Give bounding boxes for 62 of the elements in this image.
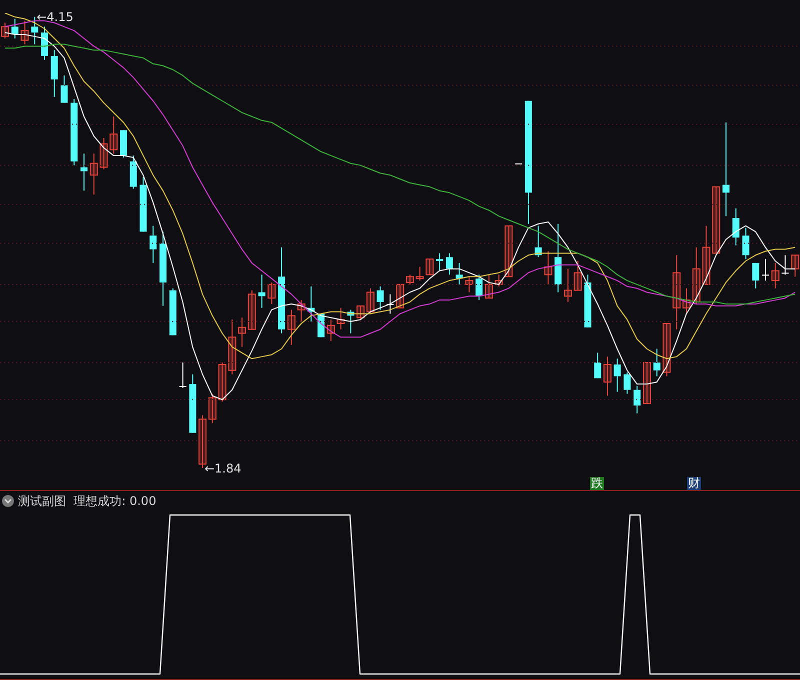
- candlestick: [722, 122, 730, 217]
- candlestick: [60, 74, 68, 104]
- candlestick: [594, 352, 602, 379]
- candlestick: [752, 262, 760, 289]
- candlestick: [446, 252, 453, 276]
- candlestick: [366, 288, 374, 314]
- candlestick: [712, 186, 720, 254]
- candlestick: [564, 268, 572, 303]
- candlestick: [732, 208, 740, 246]
- candlestick: [50, 50, 58, 98]
- candlestick: [218, 362, 226, 402]
- text: 财: [687, 476, 701, 490]
- candlestick: [465, 276, 474, 293]
- candlestick: [672, 254, 681, 330]
- chart-title: 测试副图 理想成功: 0.00: [18, 492, 156, 510]
- candlestick: [436, 252, 444, 272]
- candlestick: [268, 282, 276, 304]
- candlestick: [287, 309, 296, 346]
- candlestick: [791, 254, 800, 278]
- candlestick: [574, 260, 582, 291]
- candlestick: [228, 319, 236, 375]
- candlestick: [771, 262, 780, 289]
- candlestick: [258, 274, 266, 308]
- candlestick: [426, 258, 434, 276]
- candlestick: [476, 274, 483, 301]
- candlestick: [90, 153, 98, 196]
- candlestick: [614, 358, 621, 392]
- candlestick: [456, 262, 463, 285]
- candlestick: [624, 372, 631, 394]
- candlestick: [1, 22, 9, 39]
- candlestick: [406, 274, 414, 285]
- text: 跌: [590, 476, 604, 490]
- candlestick: [80, 153, 88, 192]
- annotation: ←1.84: [204, 461, 242, 476]
- candlestick: [702, 225, 710, 285]
- candlestick: [642, 362, 651, 404]
- candlestick: [484, 274, 493, 299]
- candlestick: [742, 227, 750, 260]
- candlestick: [248, 290, 256, 330]
- candlestick: [208, 393, 216, 424]
- candlestick: [20, 20, 29, 45]
- annotation: ←4.15: [36, 10, 74, 24]
- candlestick: [653, 348, 660, 377]
- candlestick: [662, 322, 671, 377]
- candlestick: [396, 284, 404, 308]
- candlestick: [198, 414, 207, 468]
- candlestick: [150, 225, 157, 264]
- candlestick: [603, 356, 612, 396]
- candlestick: [634, 385, 641, 414]
- candlestick: [238, 317, 246, 348]
- candlestick: [762, 258, 769, 282]
- candlestick: [782, 254, 789, 276]
- candlestick: [179, 362, 186, 388]
- candlestick: [110, 116, 118, 154]
- candlestick: [416, 266, 424, 282]
- candlestick: [11, 18, 18, 39]
- candlestick: [31, 16, 38, 45]
- candlestick: [376, 286, 384, 310]
- candlestick: [692, 246, 700, 304]
- candlestick: [100, 137, 108, 170]
- candlestick: [41, 26, 48, 60]
- candlestick: [504, 225, 513, 278]
